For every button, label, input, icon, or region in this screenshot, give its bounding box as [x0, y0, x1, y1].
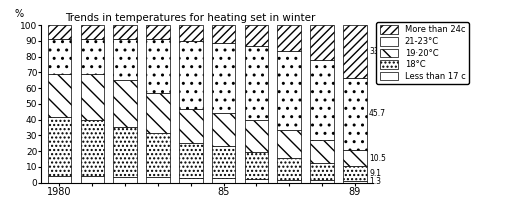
Bar — [113, 25, 137, 39]
Bar — [146, 133, 170, 177]
Bar — [80, 25, 104, 39]
Bar — [343, 181, 367, 183]
Bar — [146, 39, 170, 93]
Bar — [278, 51, 301, 130]
Text: 10.5: 10.5 — [369, 154, 386, 163]
Bar — [244, 25, 268, 46]
Bar — [343, 150, 367, 166]
Bar — [80, 176, 104, 183]
Bar — [278, 180, 301, 183]
Bar — [179, 143, 203, 178]
Text: Trends in temperatures for heating set in winter: Trends in temperatures for heating set i… — [65, 13, 315, 23]
Bar — [310, 25, 334, 60]
Bar — [179, 25, 203, 41]
Bar — [244, 46, 268, 121]
Bar — [146, 177, 170, 183]
Bar — [244, 121, 268, 152]
Bar — [310, 163, 334, 180]
Bar — [212, 178, 235, 183]
Bar — [212, 147, 235, 178]
Bar — [343, 25, 367, 78]
Legend: More than 24c, 21-23°C, 19·20°C, 18°C, Less than 17 c: More than 24c, 21-23°C, 19·20°C, 18°C, L… — [376, 22, 469, 84]
Bar — [48, 74, 71, 117]
Bar — [48, 25, 71, 39]
Bar — [48, 176, 71, 183]
Bar — [278, 25, 301, 51]
Text: %: % — [15, 9, 24, 19]
Bar — [179, 178, 203, 183]
Bar — [80, 74, 104, 120]
Bar — [179, 41, 203, 109]
Bar — [310, 180, 334, 183]
Bar — [278, 158, 301, 180]
Bar — [80, 39, 104, 74]
Bar — [278, 130, 301, 158]
Bar — [310, 60, 334, 140]
Bar — [212, 42, 235, 113]
Bar — [343, 78, 367, 150]
Bar — [113, 39, 137, 80]
Bar — [212, 25, 235, 42]
Bar — [80, 120, 104, 176]
Bar — [310, 140, 334, 163]
Bar — [146, 93, 170, 133]
Bar — [113, 127, 137, 177]
Text: 45.7: 45.7 — [369, 109, 386, 118]
Text: 33.4: 33.4 — [369, 47, 386, 56]
Bar — [48, 39, 71, 74]
Bar — [343, 166, 367, 181]
Bar — [244, 152, 268, 179]
Bar — [113, 80, 137, 127]
Bar — [244, 179, 268, 183]
Bar — [146, 25, 170, 39]
Bar — [113, 177, 137, 183]
Bar — [212, 113, 235, 147]
Bar — [48, 117, 71, 176]
Text: 1.3: 1.3 — [369, 177, 381, 186]
Text: 9.1: 9.1 — [369, 169, 381, 178]
Bar — [179, 109, 203, 143]
